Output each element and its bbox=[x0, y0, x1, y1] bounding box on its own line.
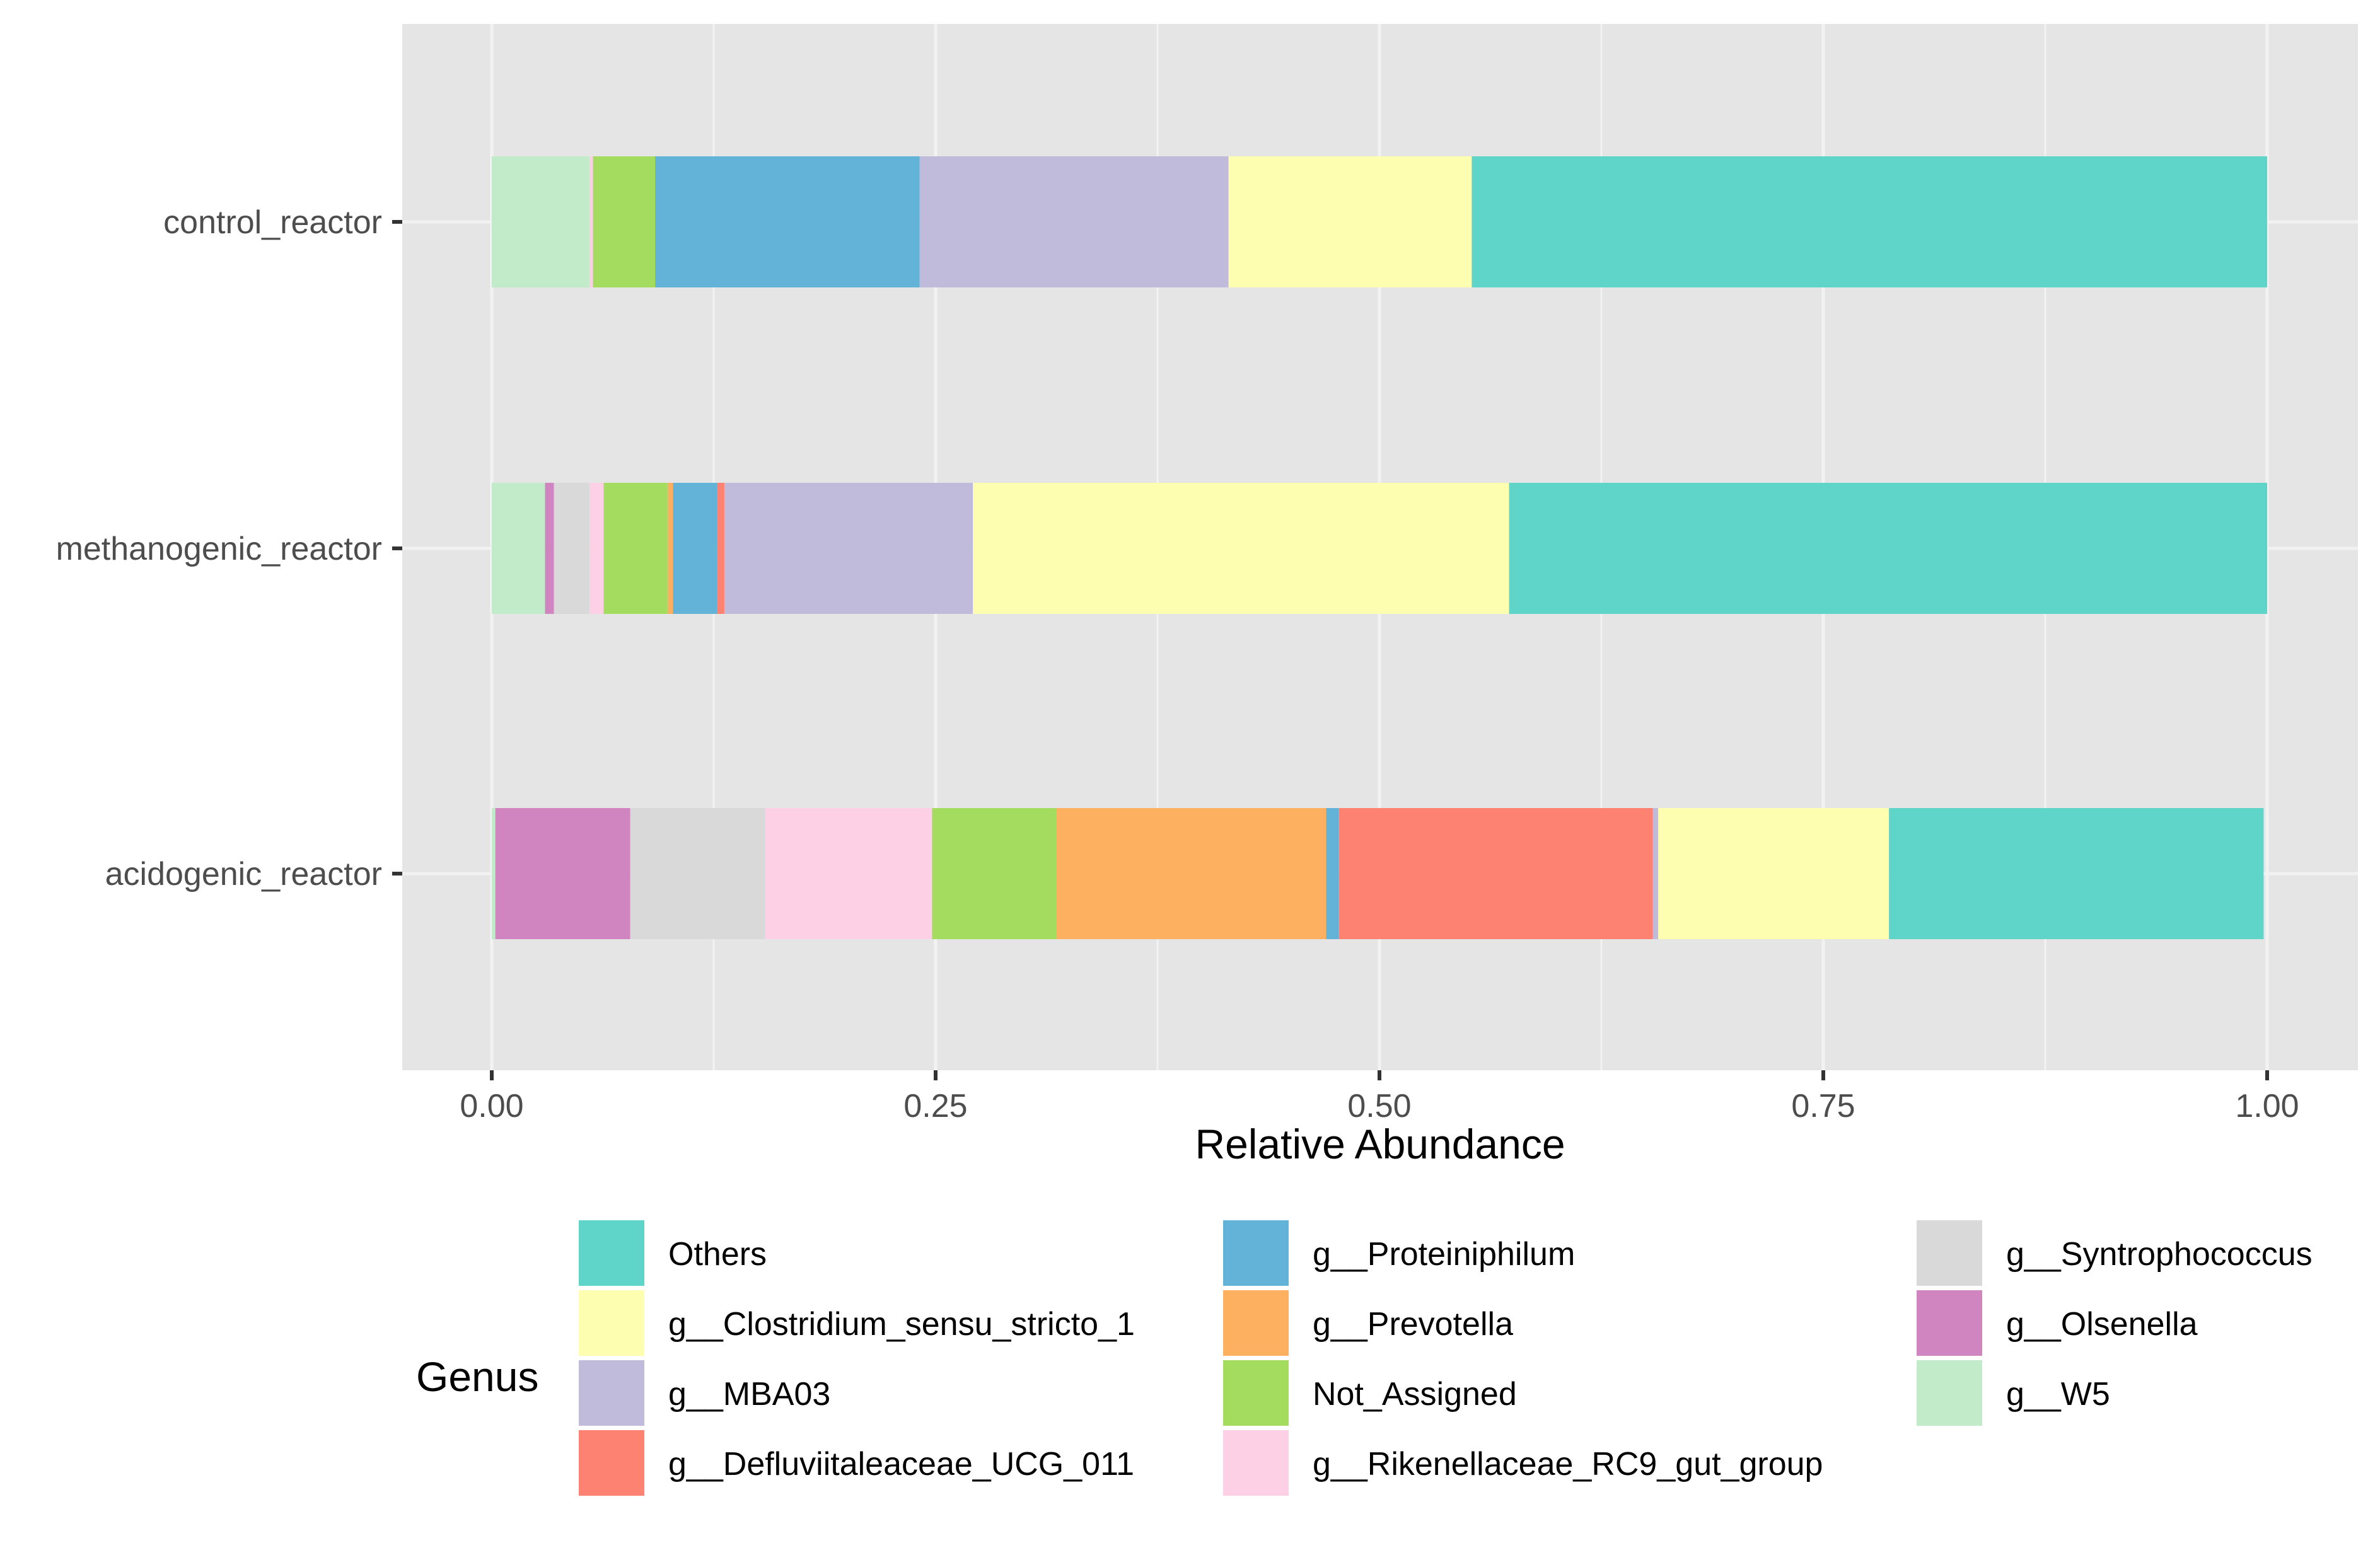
legend-label: g__Prevotella bbox=[1313, 1306, 1513, 1343]
y-axis: acidogenic_reactor methanogenic_reactor co… bbox=[56, 204, 402, 893]
bar-segment bbox=[919, 156, 1229, 287]
bar-segment bbox=[603, 483, 668, 614]
legend-swatch bbox=[1917, 1360, 1982, 1426]
legend-swatch bbox=[1917, 1290, 1982, 1356]
bar-segment bbox=[1658, 808, 1889, 939]
legend-label: g__W5 bbox=[2006, 1376, 2110, 1413]
bar-segment bbox=[932, 808, 1057, 939]
legend-label: Not_Assigned bbox=[1313, 1376, 1517, 1413]
bar-segment bbox=[554, 483, 589, 614]
legend-swatch bbox=[579, 1360, 644, 1426]
x-tick-label: 0.50 bbox=[1347, 1088, 1411, 1124]
legend: Genus Others g__Clostridium_sensu_stricto… bbox=[416, 1220, 2313, 1496]
legend-label: g__Olsenella bbox=[2006, 1306, 2198, 1343]
legend-label: g__Syntrophococcus bbox=[2006, 1236, 2313, 1273]
legend-label: g__Defluviitaleaceae_UCG_011 bbox=[668, 1446, 1134, 1482]
bar-segment bbox=[589, 483, 604, 614]
legend-label: g__Proteiniphilum bbox=[1313, 1236, 1575, 1273]
bar-segment bbox=[724, 483, 973, 614]
legend-swatch bbox=[1223, 1360, 1289, 1426]
legend-swatch bbox=[579, 1430, 644, 1496]
legend-swatch bbox=[1223, 1430, 1289, 1496]
bar-segment bbox=[1509, 483, 2267, 614]
y-tick-label: acidogenic_reactor bbox=[105, 856, 382, 893]
legend-swatch bbox=[1223, 1290, 1289, 1356]
legend-title: Genus bbox=[416, 1353, 538, 1400]
bar-segment bbox=[492, 483, 545, 614]
bar-segment bbox=[1326, 808, 1339, 939]
bar-segment bbox=[593, 156, 656, 287]
bar-segment bbox=[655, 156, 920, 287]
x-axis-title: Relative Abundance bbox=[1195, 1121, 1565, 1167]
bar-segment bbox=[667, 483, 673, 614]
bar-segment bbox=[1338, 808, 1653, 939]
bar-segment bbox=[492, 808, 496, 939]
bar-segment bbox=[492, 156, 589, 287]
x-axis: 0.00 0.25 0.50 0.75 1.00 bbox=[460, 1070, 2299, 1124]
x-tick-label: 0.75 bbox=[1791, 1088, 1855, 1124]
bar-segment bbox=[1652, 808, 1659, 939]
y-tick-label: control_reactor bbox=[163, 204, 382, 241]
bars bbox=[492, 156, 2267, 939]
bar-segment bbox=[1472, 156, 2267, 287]
legend-label: g__Rikenellaceae_RC9_gut_group bbox=[1313, 1446, 1823, 1482]
bar-segment bbox=[1228, 156, 1472, 287]
bar-segment bbox=[765, 808, 932, 939]
legend-label: Others bbox=[668, 1236, 767, 1273]
x-tick-label: 0.25 bbox=[903, 1088, 967, 1124]
legend-label: g__MBA03 bbox=[668, 1376, 830, 1413]
legend-swatch bbox=[579, 1290, 644, 1356]
legend-label: g__Clostridium_sensu_stricto_1 bbox=[668, 1306, 1135, 1343]
bar-segment bbox=[495, 808, 630, 939]
bar-segment bbox=[973, 483, 1509, 614]
bar-segment bbox=[1889, 808, 2264, 939]
bar-segment bbox=[545, 483, 554, 614]
legend-swatch bbox=[1917, 1220, 1982, 1286]
x-tick-label: 1.00 bbox=[2235, 1088, 2299, 1124]
bar-segment bbox=[630, 808, 765, 939]
bar-segment bbox=[1056, 808, 1326, 939]
y-tick-label: methanogenic_reactor bbox=[56, 531, 382, 567]
legend-swatch bbox=[1223, 1220, 1289, 1286]
legend-swatch bbox=[579, 1220, 644, 1286]
bar-segment bbox=[589, 156, 593, 287]
bar-segment bbox=[717, 483, 724, 614]
x-tick-label: 0.00 bbox=[460, 1088, 523, 1124]
bar-segment bbox=[673, 483, 717, 614]
